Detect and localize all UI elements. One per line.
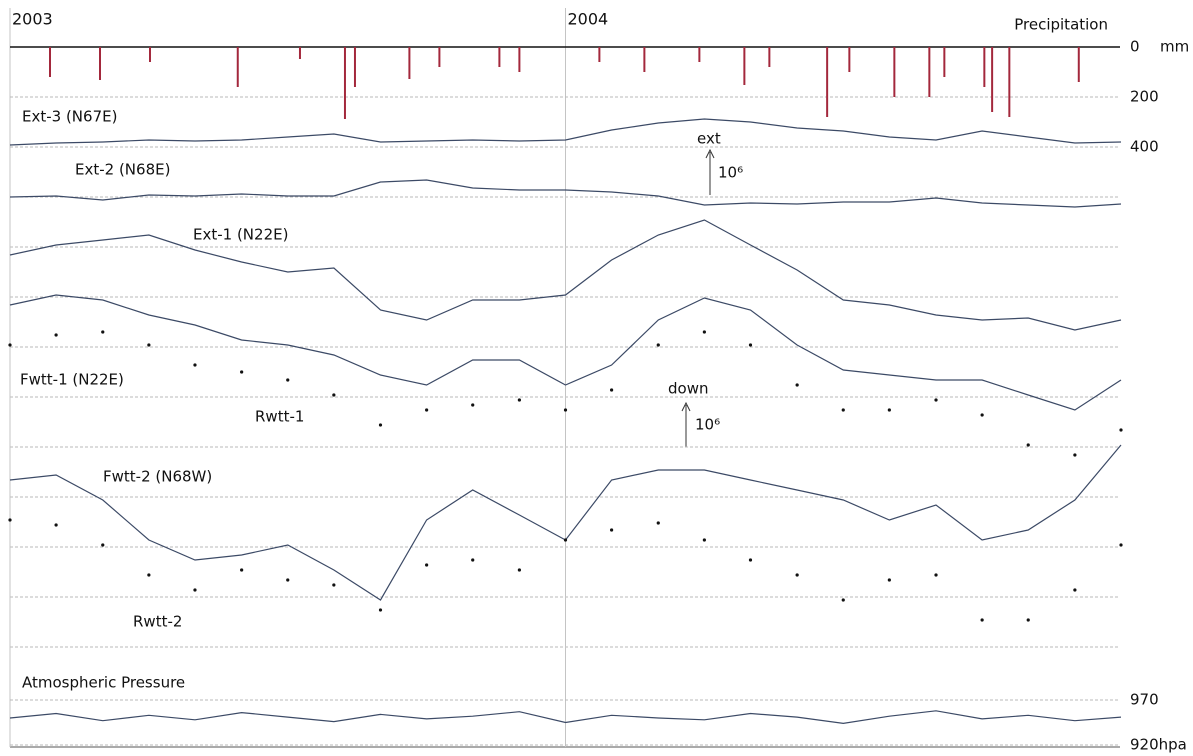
data-dot — [471, 403, 475, 407]
data-dot — [980, 618, 984, 622]
data-dot — [54, 523, 58, 527]
x-tick-label: 2004 — [568, 10, 609, 29]
data-dot — [147, 573, 151, 577]
data-dot — [841, 408, 845, 412]
data-dot — [517, 398, 521, 402]
chart-title: Precipitation — [1014, 16, 1108, 34]
data-dot — [101, 330, 105, 334]
strain-line — [9, 219, 1122, 331]
data-dot — [425, 408, 429, 412]
data-dot — [934, 398, 938, 402]
y-tick-label: 200 — [1130, 88, 1159, 106]
data-dot — [656, 343, 660, 347]
annotation: 10⁶ — [718, 164, 743, 182]
y-unit: mm — [1160, 38, 1189, 56]
data-dot — [101, 543, 105, 547]
data-dot — [1073, 588, 1077, 592]
data-dot — [1026, 618, 1030, 622]
data-dot — [1119, 543, 1123, 547]
data-dot — [332, 393, 336, 397]
data-dot — [656, 521, 660, 525]
strain-line — [9, 179, 1122, 208]
data-dot — [286, 578, 290, 582]
data-dot — [702, 538, 706, 542]
data-dot — [378, 608, 383, 612]
data-dot — [887, 408, 891, 412]
data-dot — [610, 388, 614, 392]
data-dot — [8, 343, 12, 347]
data-dot — [193, 588, 197, 592]
data-dot — [471, 558, 475, 562]
data-dot — [517, 568, 521, 572]
data-dot — [795, 573, 799, 577]
series-label: Ext-3 (N67E) — [22, 108, 117, 126]
y-tick-label: 400 — [1130, 138, 1159, 156]
strain-line — [9, 294, 1122, 411]
strain-line — [9, 118, 1122, 146]
data-dot — [748, 343, 753, 347]
data-dot — [332, 583, 336, 587]
data-dot — [934, 573, 938, 577]
arrow-ext — [705, 148, 715, 195]
data-dot — [795, 383, 799, 387]
annotation: ext — [697, 130, 721, 148]
data-dot — [610, 528, 614, 532]
series-label: Rwtt-2 — [133, 613, 182, 631]
annotation: down — [668, 380, 708, 398]
data-dot — [193, 363, 197, 367]
data-dot — [8, 518, 12, 522]
arrow-down — [681, 401, 691, 447]
data-dot — [147, 343, 151, 347]
chart-title: Atmospheric Pressure — [22, 674, 185, 692]
y-tick-label: 970 — [1130, 691, 1159, 709]
data-dot — [240, 568, 244, 572]
data-dot — [378, 423, 383, 427]
data-dot — [240, 370, 244, 374]
series-label: Ext-1 (N22E) — [193, 226, 288, 244]
data-dot — [1073, 453, 1077, 457]
data-dot — [748, 558, 753, 562]
annotation: 10⁶ — [695, 416, 720, 434]
data-dot — [563, 538, 568, 542]
data-dot — [841, 598, 845, 602]
pressure-line — [9, 710, 1122, 725]
y-tick-label: 920hpa — [1130, 736, 1187, 754]
data-dot — [887, 578, 891, 582]
data-dot — [1119, 428, 1123, 432]
data-dot — [286, 378, 290, 382]
data-dot — [54, 333, 58, 337]
data-dot — [425, 563, 429, 567]
series-label: Fwtt-1 (N22E) — [20, 371, 124, 389]
y-tick-label: 0 — [1130, 38, 1140, 56]
x-tick-label: 2003 — [12, 10, 53, 29]
data-dot — [563, 408, 568, 412]
data-dot — [980, 413, 984, 417]
series-label: Fwtt-2 (N68W) — [103, 468, 212, 486]
series-label: Ext-2 (N68E) — [75, 161, 170, 179]
data-dot — [1026, 443, 1030, 447]
data-dot — [702, 330, 706, 334]
series-label: Rwtt-1 — [255, 408, 304, 426]
